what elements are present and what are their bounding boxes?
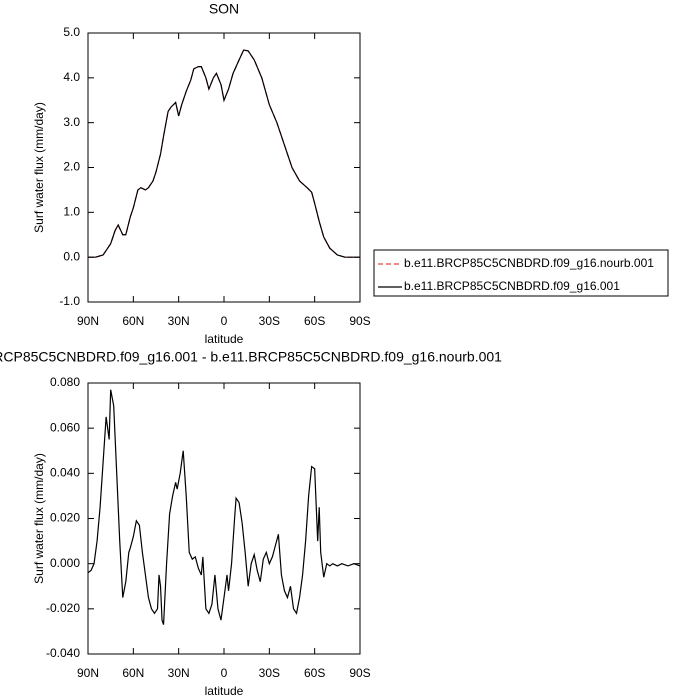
- x-tick-label: 90N: [77, 666, 99, 680]
- x-tick-label: 60N: [122, 314, 144, 328]
- x-axis-label: latitude: [205, 684, 244, 698]
- y-tick-label: 0.080: [50, 375, 80, 389]
- x-tick-label: 60N: [122, 666, 144, 680]
- y-tick-label: 0.000: [50, 556, 80, 570]
- y-tick-label: 1.0: [63, 205, 80, 219]
- legend-label: b.e11.BRCP85C5CNBDRD.f09_g16.nourb.001: [404, 256, 654, 270]
- x-tick-label: 90S: [349, 314, 370, 328]
- data-line: [87, 389, 361, 625]
- x-axis-label: latitude: [205, 332, 244, 346]
- x-tick-label: 30N: [168, 314, 190, 328]
- y-tick-label: 0.060: [50, 420, 80, 434]
- plot-frame: [87, 32, 361, 303]
- y-tick-label: 0.040: [50, 466, 80, 480]
- y-tick-label: -1.0: [59, 294, 80, 308]
- x-tick-label: 0: [221, 314, 228, 328]
- x-tick-label: 60S: [304, 314, 325, 328]
- legend-box: [373, 249, 669, 297]
- legend-label: b.e11.BRCP85C5CNBDRD.f09_g16.001: [404, 279, 620, 293]
- y-tick-label: 0.0: [63, 249, 80, 263]
- y-axis-label: Surf water flux (mm/day): [32, 102, 46, 233]
- chart-title: b.e11.BRCP85C5CNBDRD.f09_g16.001 - b.e11…: [0, 349, 502, 365]
- y-tick-label: 0.020: [50, 511, 80, 525]
- y-tick-label: 3.0: [63, 115, 80, 129]
- plot-frame: [87, 382, 361, 655]
- x-tick-label: 0: [221, 666, 228, 680]
- x-tick-label: 30N: [168, 666, 190, 680]
- data-line: [88, 49, 360, 258]
- y-tick-label: -0.020: [46, 601, 80, 615]
- y-tick-label: 5.0: [63, 25, 80, 39]
- x-tick-label: 30S: [259, 314, 280, 328]
- x-tick-label: 90N: [77, 314, 99, 328]
- x-tick-label: 90S: [349, 666, 370, 680]
- y-axis-label: Surf water flux (mm/day): [32, 453, 46, 584]
- data-line: [88, 49, 360, 258]
- chart-title: SON: [209, 1, 239, 17]
- y-tick-label: 4.0: [63, 70, 80, 84]
- y-tick-label: 2.0: [63, 160, 80, 174]
- x-tick-label: 60S: [304, 666, 325, 680]
- x-tick-label: 30S: [259, 666, 280, 680]
- y-tick-label: -0.040: [46, 646, 80, 660]
